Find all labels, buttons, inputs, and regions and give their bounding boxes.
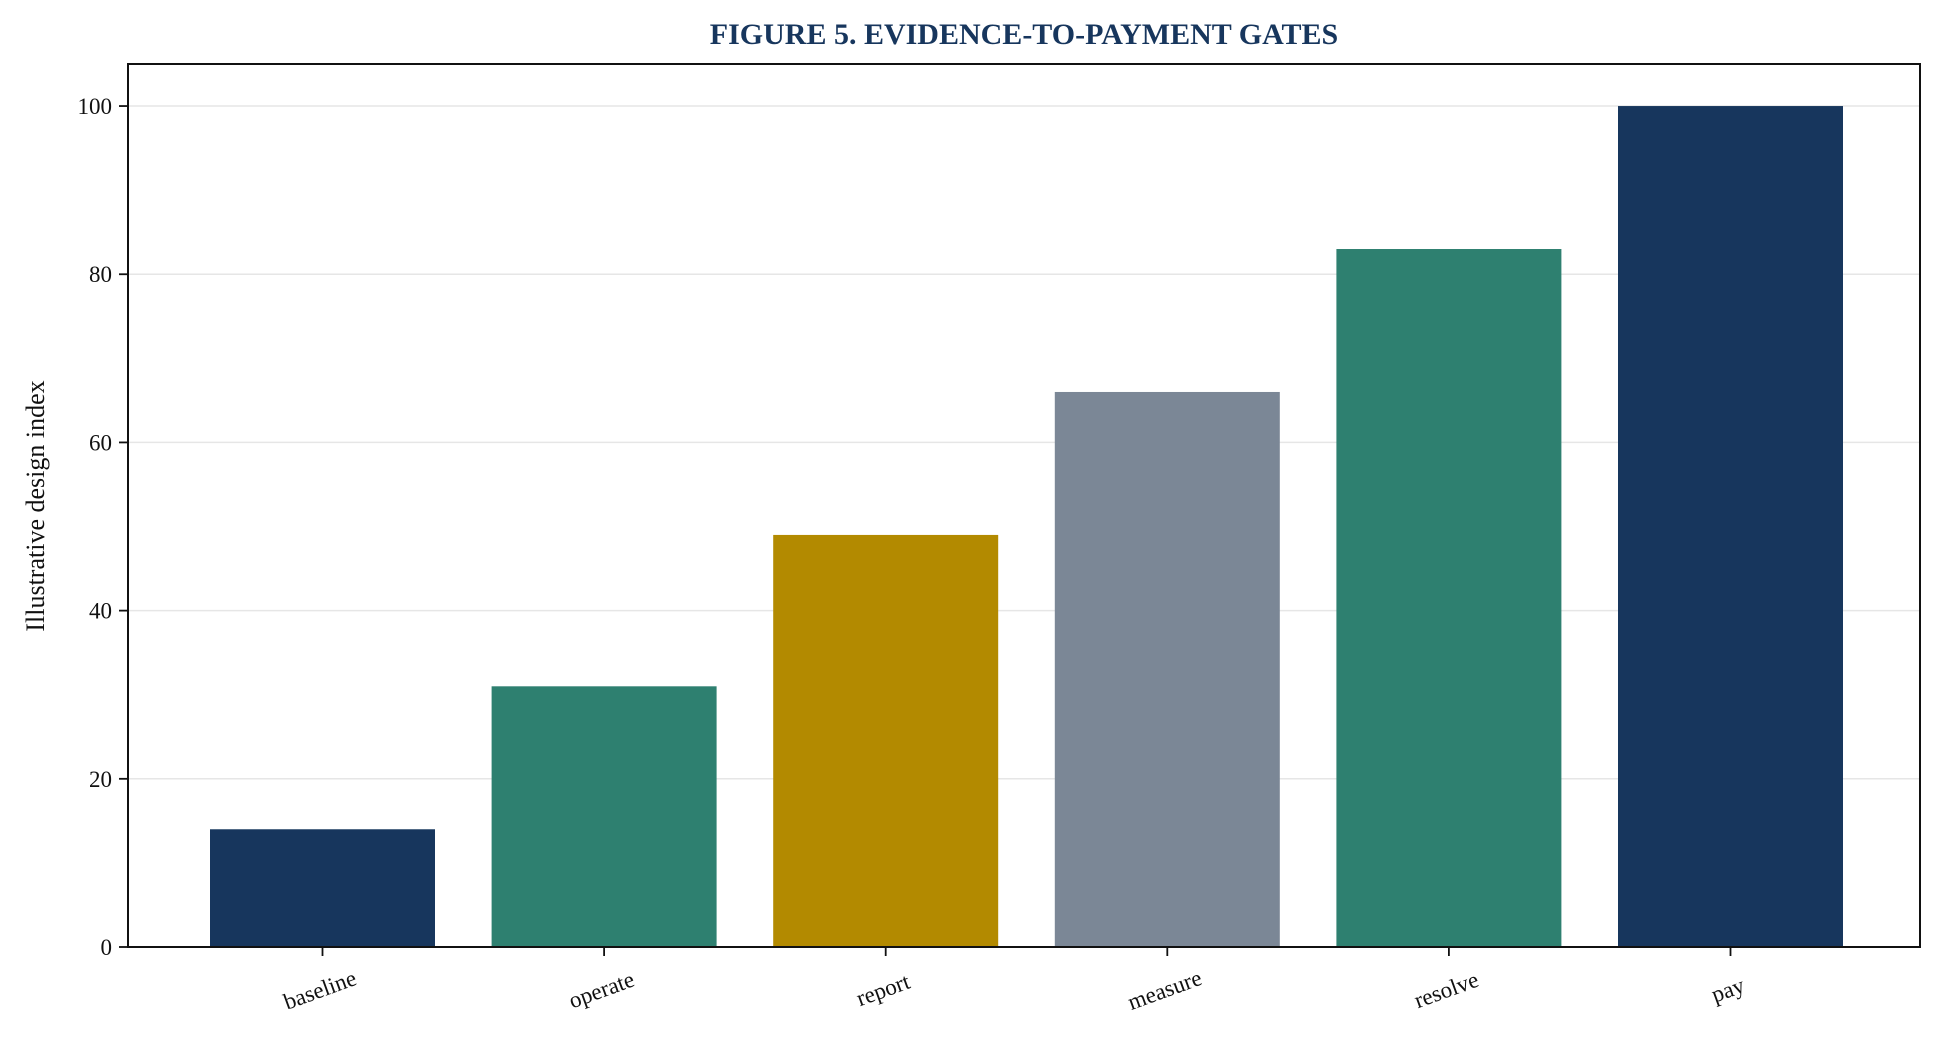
bars [210,106,1843,948]
plot-frame [127,63,1921,948]
y-tick-label: 0 [101,935,113,960]
bar-report [773,534,999,947]
x-tick-label: pay [1708,972,1748,1007]
bar-resolve [1336,249,1562,947]
bar-operate [491,686,717,947]
bar-pay [1618,106,1843,948]
x-tick-label: baseline [280,965,359,1014]
y-tick-label: 20 [89,767,112,792]
y-tick-label: 40 [89,599,112,624]
y-tick-label: 100 [78,94,113,119]
y-tick-label: 80 [89,262,112,287]
x-axis: baseline operate report measure resolve pay [280,947,1748,1015]
x-tick-label: report [853,969,914,1011]
bar-measure [1054,391,1280,947]
y-axis-label: Illustrative design index [21,380,50,631]
bar-baseline [210,829,435,947]
y-axis: 0 20 40 60 80 100 [78,94,128,960]
x-tick-label: measure [1124,965,1205,1015]
y-tick-label: 60 [89,430,112,455]
x-tick-label: resolve [1411,967,1482,1013]
chart-title: FIGURE 5. EVIDENCE-TO-PAYMENT GATES [710,18,1338,51]
x-tick-label: operate [565,967,637,1014]
